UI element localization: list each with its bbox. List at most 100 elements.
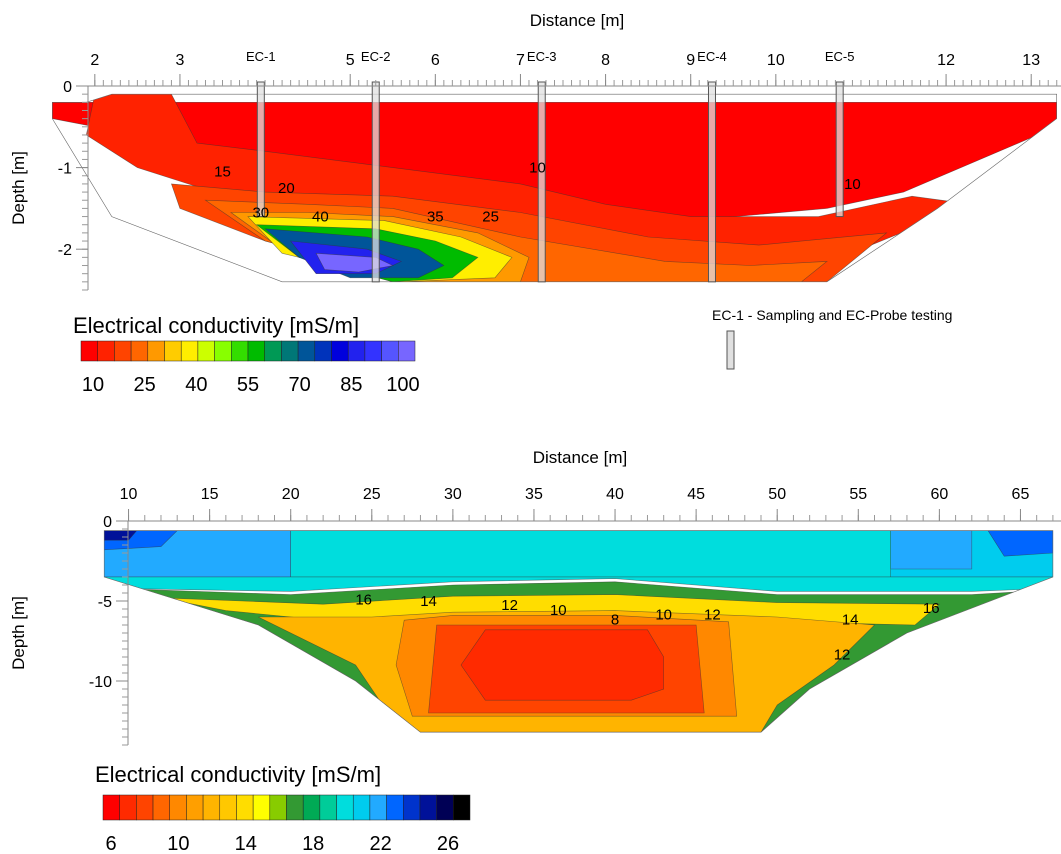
colorbar-swatch [403,794,421,821]
contour-zones [52,94,1057,282]
colorbar-swatch [381,340,399,362]
contour-label: 12 [501,597,518,614]
contour-label: 40 [312,209,329,226]
colorbar-swatch [136,794,154,821]
contour-label: 20 [278,180,295,197]
x-tick-label: 25 [363,486,381,503]
y-tick-label: -5 [98,594,112,611]
colorbar-swatch [269,794,287,821]
colorbar-swatch [398,340,416,362]
contour-zone [104,576,1053,592]
contour-zones [104,530,1053,733]
chart-large-section: 16 14 12 10 8 10 12 14 16 12 10 15 20 25 30 35 40 45 50 55 6… [9,448,1061,854]
section-outline [103,530,1054,733]
x-tick-label: 65 [1012,486,1030,503]
x-tick-label: 6 [431,52,440,69]
probe-legend-symbol [726,330,735,370]
colorbar-swatch [119,794,137,821]
colorbar-swatch [336,794,354,821]
colorbar-swatch [386,794,404,821]
colorbar-label: 70 [289,374,311,396]
contour-label: 10 [529,160,546,177]
x-tick-label: 13 [1022,52,1040,69]
contour-label: 10 [550,602,567,619]
x-tick-label: 55 [849,486,867,503]
colorbar-swatch [281,340,299,362]
colorbar-label: 22 [369,833,391,854]
colorbar-label: 14 [235,833,257,854]
probe-label: EC-4 [697,49,727,64]
x-axis-title: Distance [m] [530,11,624,30]
colorbar-label: 26 [437,833,459,854]
probe-column [256,81,265,218]
contour-label: 30 [252,204,269,221]
colorbar-swatch [364,340,382,362]
colorbar-swatch [114,340,132,362]
colorbar-swatch [286,794,304,821]
y-axis-title: Depth [m] [9,596,28,670]
contour-zone [890,530,973,570]
probe-column [537,81,546,283]
x-tick-label: 50 [768,486,786,503]
y-tick-label: -1 [58,161,72,178]
probe-column [371,81,380,283]
colorbar-swatch [352,794,371,821]
contour-label: 16 [355,591,372,608]
contour-label: 16 [923,600,940,617]
contour-label: 12 [704,607,721,624]
contour-zone [987,530,1053,557]
contour-label: 8 [611,611,619,628]
colorbar-swatch [169,794,187,821]
y-tick-label: -2 [58,242,72,259]
colorbar-swatch [164,340,182,362]
colorbar-swatch [219,794,237,821]
colorbar: Electrical conductivity [mS/m] 10 25 40 55 70… [73,313,420,396]
x-tick-label: 15 [201,486,219,503]
colorbar-title: Electrical conductivity [mS/m] [73,313,359,338]
x-tick-label: 30 [444,486,462,503]
colorbar-swatch [97,340,115,362]
x-tick-label: 20 [282,486,300,503]
x-tick-label: 10 [120,486,138,503]
probe-legend-text: EC-1 - Sampling and EC-Probe testing [712,307,952,323]
y-tick-label: -10 [89,674,112,691]
section-outline [51,93,1057,283]
x-tick-label: 7 [516,52,525,69]
x-tick-label: 9 [686,52,695,69]
colorbar-swatch [252,794,271,821]
colorbar-label: 6 [105,833,116,854]
colorbar-swatch [80,340,98,362]
colorbar-swatch [147,340,165,362]
x-tick-label: 10 [767,52,785,69]
colorbar-swatch [419,794,437,821]
probe-label: EC-2 [361,49,391,64]
colorbar-swatch [314,340,332,362]
y-axis-title: Depth [m] [9,151,28,225]
colorbar-swatch [214,340,232,362]
colorbar-label: 55 [237,374,259,396]
x-tick-label: 35 [525,486,543,503]
colorbar-swatch [236,794,254,821]
colorbar-swatch [202,794,221,821]
probe-label: EC-3 [527,49,557,64]
contour-label: 15 [214,164,231,181]
colorbar-swatch [453,794,471,821]
contour-label: 14 [842,611,859,628]
colorbar-label: 85 [340,374,362,396]
contour-label: 12 [834,647,851,664]
colorbar-label: 100 [386,374,419,396]
contour-label: 25 [482,209,499,226]
colorbar-swatch [369,794,387,821]
contour-label: 10 [844,176,861,193]
colorbar-swatch [130,340,149,362]
x-axis-title: Distance [m] [533,448,627,467]
colorbar-swatch [186,794,204,821]
x-tick-label: 2 [90,52,99,69]
x-tick-label: 45 [687,486,705,503]
contour-label: 35 [427,209,444,226]
contour-zone [290,530,892,578]
colorbar-swatch [264,340,282,362]
probe-column [835,81,844,218]
y-tick-label: 0 [103,514,112,531]
